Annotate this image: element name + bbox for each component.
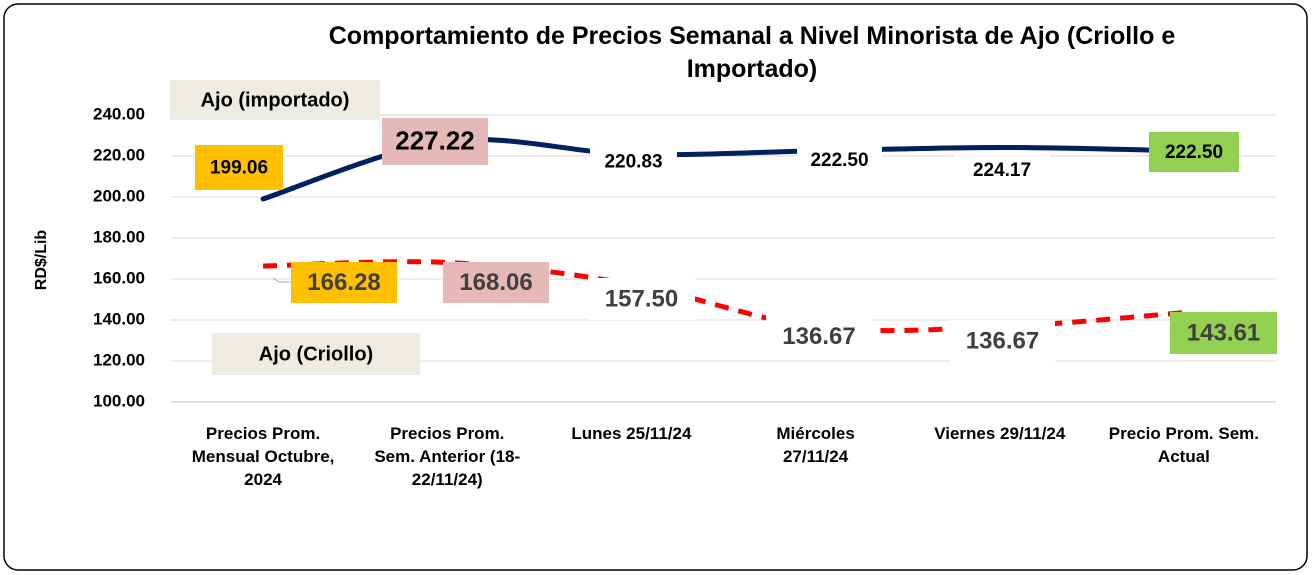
x-tick-label: Miércoles 27/11/24 bbox=[776, 424, 855, 466]
value-label: 166.28 bbox=[307, 269, 380, 296]
value-label-box bbox=[590, 143, 677, 180]
x-tick-label: Lunes 25/11/24 bbox=[571, 424, 692, 443]
y-tick-label: 100.00 bbox=[93, 391, 145, 410]
value-label: 136.67 bbox=[966, 327, 1039, 354]
series-name-box bbox=[170, 80, 380, 120]
series-name: Ajo (importado) bbox=[201, 89, 350, 111]
chart-title: Comportamiento de Precios Semanal a Nive… bbox=[328, 22, 1176, 83]
value-label-box bbox=[291, 262, 397, 303]
value-label: 222.50 bbox=[810, 150, 868, 171]
y-tick-label: 180.00 bbox=[93, 227, 145, 246]
x-tick-label: Precios Prom. Sem. Anterior (18-22/11/24… bbox=[374, 424, 521, 489]
y-axis-label: RD$/Lib bbox=[33, 230, 50, 291]
series-line bbox=[263, 259, 1185, 334]
value-label: 157.50 bbox=[605, 285, 678, 312]
value-label-box bbox=[954, 152, 1050, 188]
value-label-box bbox=[950, 320, 1055, 362]
y-tick-label: 140.00 bbox=[93, 309, 145, 328]
value-label-box bbox=[797, 142, 882, 178]
value-label-box bbox=[382, 118, 488, 165]
value-label-box bbox=[443, 262, 549, 303]
value-label-box bbox=[1149, 132, 1239, 172]
value-label: 227.22 bbox=[395, 125, 475, 155]
value-label-box bbox=[1170, 312, 1277, 354]
value-label: 199.06 bbox=[210, 158, 268, 179]
y-tick-label: 160.00 bbox=[93, 268, 145, 287]
series-name-box bbox=[212, 333, 420, 375]
value-label-box bbox=[588, 278, 695, 320]
value-label: 224.17 bbox=[973, 160, 1031, 181]
y-tick-label: 240.00 bbox=[93, 104, 145, 123]
value-label: 136.67 bbox=[782, 323, 855, 350]
leader-line bbox=[272, 277, 291, 283]
x-tick-label: Viernes 29/11/24 bbox=[934, 424, 1066, 443]
x-tick-label: Precio Prom. Sem. Actual bbox=[1108, 424, 1260, 466]
value-label: 168.06 bbox=[459, 269, 532, 296]
y-tick-label: 220.00 bbox=[93, 145, 145, 164]
value-label-box bbox=[195, 145, 283, 190]
series-name: Ajo (Criollo) bbox=[259, 343, 373, 365]
value-label: 143.61 bbox=[1187, 319, 1260, 346]
x-tick-label: Precios Prom. Mensual Octubre, 2024 bbox=[191, 424, 335, 489]
y-tick-label: 200.00 bbox=[93, 186, 145, 205]
value-label: 222.50 bbox=[1165, 142, 1223, 163]
y-tick-label: 120.00 bbox=[93, 350, 145, 369]
value-label: 220.83 bbox=[604, 152, 662, 173]
value-label-box bbox=[766, 315, 872, 358]
